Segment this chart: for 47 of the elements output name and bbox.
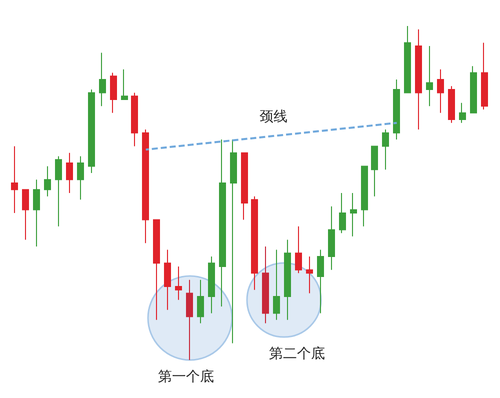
candlestick bbox=[361, 166, 368, 227]
candlestick bbox=[142, 129, 149, 244]
candlestick bbox=[208, 256, 215, 314]
candlestick bbox=[77, 156, 84, 200]
candlestick bbox=[371, 146, 378, 197]
candlestick bbox=[121, 68, 128, 100]
annotation: 第二个底 bbox=[269, 345, 325, 363]
candlestick bbox=[262, 246, 269, 324]
candlestick bbox=[382, 129, 389, 170]
candlestick bbox=[175, 266, 182, 300]
candlestick bbox=[219, 139, 226, 308]
candlestick bbox=[393, 78, 400, 140]
candlestick bbox=[251, 196, 258, 290]
candlestick bbox=[415, 28, 422, 130]
candlestick bbox=[164, 249, 171, 310]
candlestick bbox=[426, 46, 433, 107]
candlestick bbox=[131, 92, 138, 147]
candlestick bbox=[306, 256, 313, 294]
candlestick bbox=[350, 192, 357, 237]
candlestick bbox=[230, 139, 237, 344]
candlestick bbox=[459, 102, 466, 124]
candlestick bbox=[153, 219, 160, 320]
series-label: 颈线 bbox=[259, 109, 288, 126]
candlestick bbox=[44, 166, 51, 197]
candlestick bbox=[88, 88, 95, 174]
candlestick bbox=[66, 152, 73, 194]
candlestick bbox=[328, 206, 335, 270]
candlestick bbox=[339, 192, 346, 234]
candlestick bbox=[197, 279, 204, 324]
candlestick bbox=[284, 239, 291, 320]
candlestick bbox=[186, 279, 193, 360]
candlestick bbox=[110, 72, 117, 114]
candlestick bbox=[404, 26, 411, 94]
candlestick bbox=[241, 152, 248, 220]
candlestick bbox=[11, 146, 18, 214]
candlestick bbox=[437, 68, 444, 114]
candlestick bbox=[33, 179, 40, 247]
candlestick bbox=[99, 52, 106, 107]
candlestick bbox=[448, 86, 455, 124]
candlestick bbox=[317, 249, 324, 314]
candlestick bbox=[55, 156, 62, 227]
candlestick bbox=[22, 189, 29, 240]
candlestick bbox=[295, 226, 302, 274]
candlestick bbox=[481, 42, 488, 110]
candlestick bbox=[273, 249, 280, 320]
candlestick bbox=[470, 66, 477, 114]
text: 第一个底 bbox=[158, 368, 214, 386]
